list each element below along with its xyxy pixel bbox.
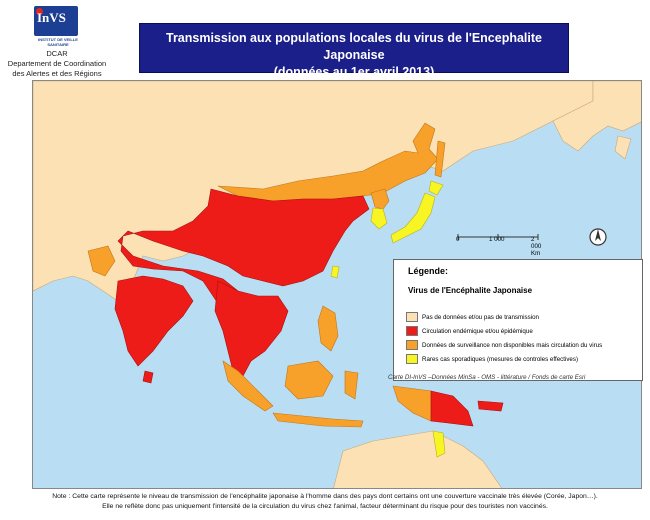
scale-bar-graphic xyxy=(457,234,539,240)
legend-box: Légende: Virus de l'Encéphalite Japonais… xyxy=(393,259,643,381)
legend-label: Circulation endémique et/ou épidémique xyxy=(422,327,533,335)
legend-label: Pas de données et/ou pas de transmission xyxy=(422,313,539,321)
legend-item-nodata: Pas de données et/ou pas de transmission xyxy=(406,312,539,322)
legend-subtitle: Virus de l'Encéphalite Japonaise xyxy=(408,286,533,295)
title-line-1: Transmission aux populations locales du … xyxy=(166,31,542,62)
region-far-east xyxy=(552,81,641,152)
legend-label: Rares cas sporadiques (mesures de contro… xyxy=(422,355,579,363)
region-taiwan xyxy=(330,265,340,279)
note-line-1: Note : Cette carte représente le niveau … xyxy=(52,493,598,500)
region-korea-south xyxy=(370,207,388,230)
org-line: DCAR xyxy=(46,49,68,58)
region-hokkaido xyxy=(428,180,444,196)
scale-label-2000: 2 000 Km xyxy=(531,236,542,257)
region-australia xyxy=(333,430,502,488)
scale-label-0: 0 xyxy=(456,236,460,243)
org-line: des Alertes et des Régions xyxy=(12,69,102,78)
organization-block: DCAR Departement de Coordination des Ale… xyxy=(2,49,112,79)
legend-swatch xyxy=(406,354,418,364)
region-borneo xyxy=(284,360,334,400)
org-line: Departement de Coordination xyxy=(7,59,107,68)
region-new-guinea-west xyxy=(392,385,432,422)
region-philippines xyxy=(317,305,339,352)
region-india xyxy=(114,275,194,367)
region-sri-lanka xyxy=(142,370,154,384)
region-java xyxy=(272,412,364,428)
region-png xyxy=(430,390,474,427)
map-note: Note : Cette carte représente le niveau … xyxy=(12,492,638,512)
legend-title: Légende: xyxy=(408,266,449,276)
legend-swatch xyxy=(406,312,418,322)
scale-bar: 0 1 000 2 000 Km xyxy=(455,228,545,257)
title-line-2: (données au 1er avril 2013) xyxy=(273,65,435,79)
legend-item-sporadic: Rares cas sporadiques (mesures de contro… xyxy=(406,354,578,364)
map-credit: Carte DI-InVS –Données MinSa - OMS - lit… xyxy=(388,374,586,381)
legend-item-unavailable: Données de surveillance non disponibles … xyxy=(406,340,602,350)
north-arrow-icon xyxy=(589,226,607,248)
region-kamchatka xyxy=(614,135,632,160)
legend-item-endemic: Circulation endémique et/ou épidémique xyxy=(406,326,533,336)
invs-logo: InVS xyxy=(34,6,78,36)
logo-text: InVS xyxy=(37,10,66,25)
scale-label-1000: 1 000 xyxy=(489,236,505,243)
logo-dot xyxy=(36,8,43,15)
region-southeast-asia xyxy=(214,280,289,377)
logo-subtitle: INSTITUT DE VEILLE SANITAIRE xyxy=(38,37,78,47)
region-china xyxy=(117,188,370,312)
region-sakhalin xyxy=(434,140,446,178)
map-area[interactable] xyxy=(32,80,642,489)
map-title: Transmission aux populations locales du … xyxy=(139,23,569,79)
region-west-orange xyxy=(87,245,116,277)
region-sulawesi xyxy=(344,370,359,400)
legend-swatch xyxy=(406,326,418,336)
region-indonesia-west xyxy=(222,360,274,412)
region-korea-north xyxy=(370,188,390,210)
region-japan xyxy=(390,192,436,244)
map-svg xyxy=(33,81,641,488)
region-png-islands xyxy=(477,400,504,412)
region-cape-york xyxy=(432,430,446,458)
legend-swatch xyxy=(406,340,418,350)
note-line-2: Elle ne reflète donc pas uniquement l'in… xyxy=(102,503,548,510)
legend-label: Données de surveillance non disponibles … xyxy=(422,341,603,349)
